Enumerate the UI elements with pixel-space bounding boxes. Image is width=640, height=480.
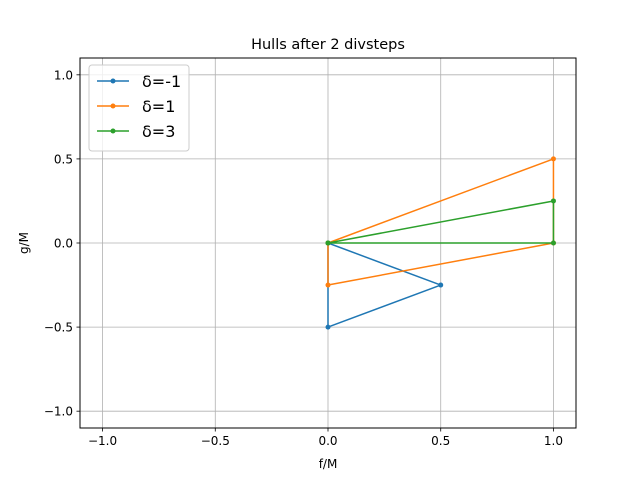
y-tick-label: −1.0 (44, 405, 73, 419)
legend-item: δ=1 (97, 97, 175, 116)
chart-title: Hulls after 2 divsteps (251, 37, 405, 53)
series-layer (325, 156, 556, 330)
legend-label: δ=-1 (142, 72, 181, 91)
x-tick-label: 0.0 (318, 434, 337, 448)
legend-marker (110, 128, 116, 134)
data-point (550, 156, 556, 162)
data-point (550, 240, 556, 246)
y-tick-label: 1.0 (54, 68, 73, 82)
x-tick-label: −1.0 (88, 434, 117, 448)
legend-marker (110, 78, 116, 84)
series-line (327, 200, 555, 244)
series-3 (325, 198, 556, 246)
y-tick-label: 0.0 (54, 237, 73, 251)
data-point (550, 198, 556, 204)
x-tick-label: 1.0 (544, 434, 563, 448)
data-point (438, 282, 444, 288)
legend-label: δ=1 (142, 97, 175, 116)
legend-marker (110, 103, 116, 109)
y-tick-label: 0.5 (54, 152, 73, 166)
legend-item: δ=-1 (97, 72, 181, 91)
y-axis-label: g/M (17, 232, 31, 254)
x-tick-label: 0.5 (431, 434, 450, 448)
legend-item: δ=3 (97, 122, 175, 141)
data-point (325, 240, 331, 246)
x-axis-label: f/M (319, 457, 338, 471)
legend-label: δ=3 (142, 122, 175, 141)
y-tick-label: −0.5 (44, 321, 73, 335)
x-tick-label: −0.5 (201, 434, 230, 448)
data-point (325, 324, 331, 330)
ticks: −1.0 −0.5 0.0 0.5 1.0 −1.0 −0.5 0.0 0.5 1.0 (44, 68, 563, 448)
legend: δ=-1 δ=1 δ=3 (88, 64, 190, 152)
data-point (325, 282, 331, 288)
